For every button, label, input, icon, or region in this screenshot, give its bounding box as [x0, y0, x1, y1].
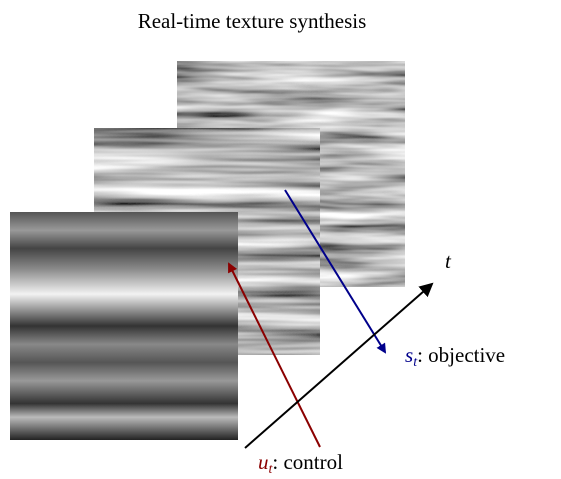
objective-symbol: s — [405, 343, 413, 367]
texture-front — [10, 212, 238, 440]
diagram: Real-time texture synthesis t st: object… — [0, 0, 561, 479]
objective-text: : objective — [417, 343, 505, 367]
control-text: : control — [272, 450, 343, 474]
control-label: ut: control — [258, 450, 343, 477]
control-symbol: u — [258, 450, 269, 474]
axis-label: t — [445, 249, 452, 273]
title: Real-time texture synthesis — [138, 9, 367, 33]
objective-label: st: objective — [405, 343, 505, 370]
